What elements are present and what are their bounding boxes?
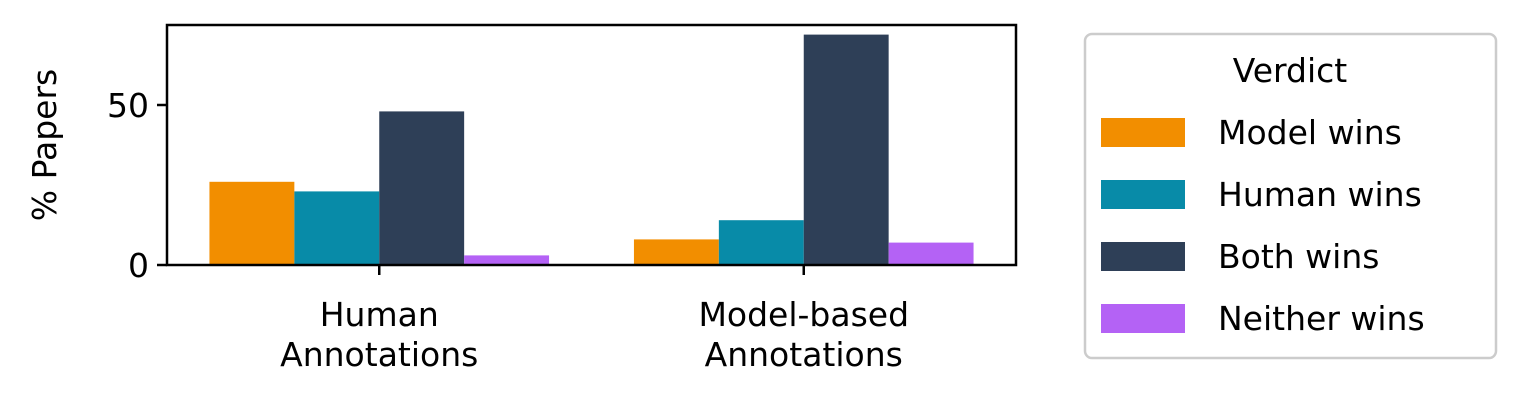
bars-group <box>209 34 974 266</box>
bar-human-wins-1 <box>718 220 804 265</box>
legend: Verdict Model wins Human wins Both wins Nei… <box>1083 32 1498 360</box>
legend-swatch-neither-wins <box>1101 304 1185 333</box>
legend-box <box>1083 32 1498 360</box>
y-tick-label: 0 <box>128 246 149 285</box>
bar-neither-wins-1 <box>888 242 974 265</box>
legend-label-model-wins: Model wins <box>1218 113 1402 152</box>
x-tick-label: Model-based Annotations <box>698 295 909 374</box>
x-tick-label: Human Annotations <box>280 295 478 374</box>
x-axis-ticks: Human Annotations Model-based Annotations <box>280 265 909 374</box>
y-axis-label: % Papers <box>25 69 64 222</box>
bar-neither-wins-0 <box>464 255 550 265</box>
legend-swatch-model-wins <box>1101 118 1185 147</box>
legend-label-neither-wins: Neither wins <box>1218 299 1425 338</box>
y-axis-ticks: 0 50 <box>107 86 167 285</box>
legend-swatch-human-wins <box>1101 180 1185 209</box>
legend-label-human-wins: Human wins <box>1218 175 1422 214</box>
bar-both-wins-1 <box>803 34 889 265</box>
bar-human-wins-0 <box>294 191 380 265</box>
legend-label-both-wins: Both wins <box>1218 237 1379 276</box>
bar-model-wins-0 <box>209 181 295 265</box>
legend-swatch-both-wins <box>1101 242 1185 271</box>
bar-model-wins-1 <box>633 239 719 265</box>
y-tick-label: 50 <box>107 86 149 125</box>
legend-title: Verdict <box>1233 51 1348 90</box>
bar-both-wins-0 <box>379 111 465 266</box>
plot-frame <box>165 23 1018 267</box>
